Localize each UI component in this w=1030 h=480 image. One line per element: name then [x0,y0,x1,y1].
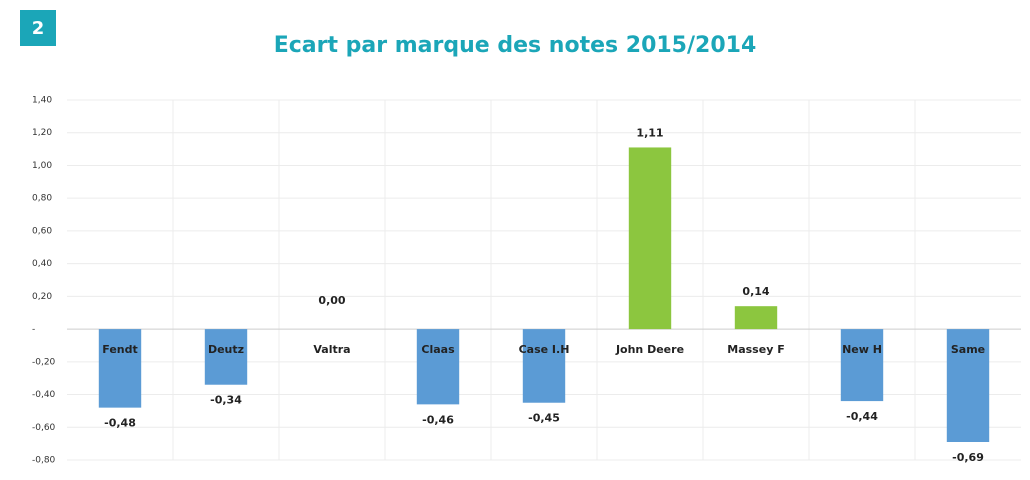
value-label: -0,34 [210,394,242,407]
y-tick-label: 1,20 [32,128,52,138]
y-tick-label: -0,80 [32,456,56,466]
bar [946,329,990,442]
y-tick-label: 1,00 [32,161,52,171]
value-label: -0,69 [952,451,984,464]
bar [734,306,778,330]
value-label: -0,46 [422,413,454,426]
y-tick-label: 0,80 [32,194,52,204]
y-tick-label: 0,40 [32,259,52,269]
bar [628,147,672,330]
category-label: Deutz [208,343,244,356]
value-label: -0,48 [104,417,136,430]
value-label: 0,00 [318,294,345,307]
y-tick-label: - [32,325,35,335]
y-tick-label: -0,40 [32,390,56,400]
bar [840,329,884,402]
value-label: -0,44 [846,410,878,423]
category-label: Claas [421,343,455,356]
y-tick-label: 0,60 [32,226,52,236]
category-label: Massey F [727,343,784,356]
y-tick-label: 0,20 [32,292,52,302]
category-label: Same [951,343,985,356]
value-label: 0,14 [742,285,769,298]
value-label: -0,45 [528,412,560,425]
y-tick-label: 1,40 [32,96,52,106]
category-label: New H [842,343,882,356]
bar [98,329,142,408]
bar [416,329,460,405]
y-tick-label: -0,60 [32,423,56,433]
y-tick-label: -0,20 [32,357,56,367]
badge: 2 [32,18,45,39]
category-label: John Deere [615,343,684,356]
category-label: Valtra [313,343,350,356]
bar [204,329,248,385]
value-label: 1,11 [636,126,663,139]
bar [522,329,566,403]
chart-title: Ecart par marque des notes 2015/2014 [274,33,757,58]
category-label: Case I.H [519,343,570,356]
category-label: Fendt [102,343,138,356]
badge-box [20,10,56,46]
